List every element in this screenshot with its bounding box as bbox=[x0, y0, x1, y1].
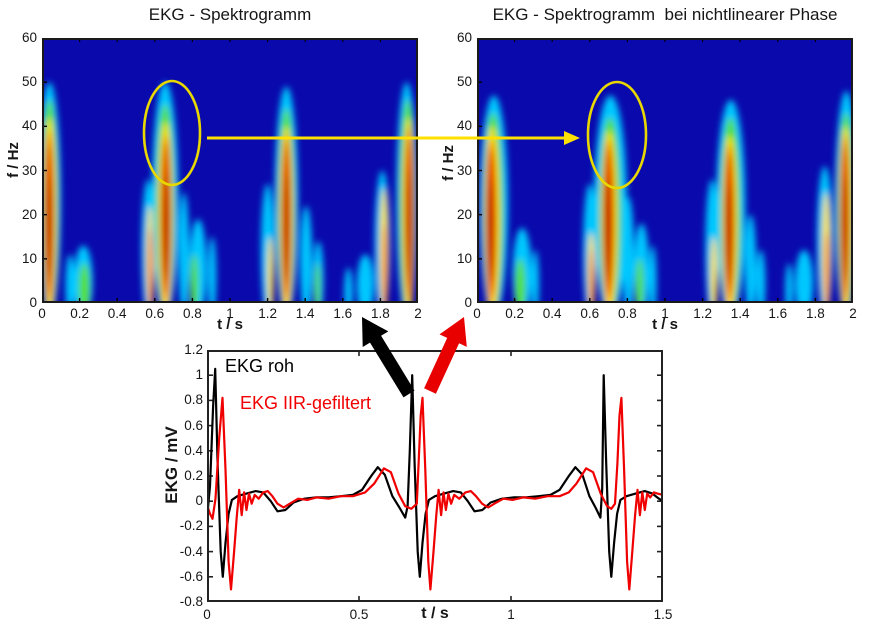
spectrogram-left-title: EKG - Spektrogramm bbox=[148, 5, 312, 24]
y-tick-label: 0.6 bbox=[184, 417, 203, 433]
y-tick-label: 60 bbox=[21, 30, 37, 45]
x-tick-label: 1.8 bbox=[371, 306, 390, 321]
y-tick-label: 0.8 bbox=[184, 392, 203, 408]
x-tick-label: 2 bbox=[414, 306, 422, 321]
x-tick-label: 1 bbox=[226, 306, 234, 321]
x-tick-label: 0.5 bbox=[349, 607, 369, 622]
x-tick-label: 0.6 bbox=[145, 306, 165, 321]
x-tick-label: 0 bbox=[38, 306, 46, 321]
spectrogram-right-title: EKG - Spektrogramm bei nichtlinearer Pha… bbox=[492, 5, 838, 24]
x-tick-label: 0.8 bbox=[183, 306, 202, 321]
y-tick-label: 40 bbox=[456, 118, 472, 134]
y-tick-label: 0.2 bbox=[184, 468, 203, 483]
y-tick-label: 0 bbox=[195, 493, 203, 509]
y-tick-label: 40 bbox=[21, 118, 37, 134]
ecg-xlabel: t / s bbox=[421, 605, 449, 622]
x-tick-label: 2 bbox=[849, 306, 857, 321]
y-tick-label: 10 bbox=[456, 250, 472, 266]
x-tick-label: 0.6 bbox=[580, 306, 600, 321]
spectrogram-left-plot bbox=[42, 38, 418, 303]
x-tick-label: 1 bbox=[661, 306, 669, 321]
y-tick-label: -0.8 bbox=[179, 594, 203, 609]
x-tick-label: 1.8 bbox=[806, 306, 825, 321]
x-tick-label: 0.2 bbox=[70, 306, 89, 321]
x-tick-label: 1.5 bbox=[653, 607, 673, 622]
x-tick-label: 1.4 bbox=[295, 306, 315, 321]
y-tick-label: 30 bbox=[456, 162, 472, 178]
spectrogram-right-plot bbox=[477, 38, 853, 303]
legend-ekg-roh: EKG roh bbox=[225, 356, 295, 376]
x-tick-label: 1.6 bbox=[333, 306, 353, 321]
x-tick-label: 1.2 bbox=[258, 306, 277, 321]
x-tick-label: 0.8 bbox=[618, 306, 637, 321]
x-tick-label: 1 bbox=[507, 607, 515, 622]
x-tick-label: 0 bbox=[473, 306, 481, 321]
y-tick-label: 50 bbox=[456, 74, 472, 90]
x-tick-label: 0 bbox=[203, 607, 211, 622]
y-tick-label: 50 bbox=[21, 74, 37, 90]
x-tick-label: 0.2 bbox=[505, 306, 524, 321]
x-tick-label: 1.4 bbox=[730, 306, 750, 321]
y-tick-label: -0.2 bbox=[179, 518, 203, 534]
x-tick-label: 0.4 bbox=[107, 306, 127, 321]
legend-ekg-iir-gefiltert: EKG IIR-gefiltert bbox=[240, 393, 372, 413]
spectrogram-left-xlabel: t / s bbox=[217, 316, 243, 333]
y-tick-label: 0.4 bbox=[184, 442, 203, 458]
y-tick-label: 0 bbox=[464, 295, 472, 310]
y-tick-label: 10 bbox=[21, 250, 37, 266]
spectrogram-right-xlabel: t / s bbox=[652, 316, 678, 333]
y-tick-label: 60 bbox=[456, 30, 472, 45]
x-tick-label: 1.2 bbox=[693, 306, 712, 321]
spectrogram-left-ylabel: f / Hz bbox=[5, 142, 22, 178]
y-tick-label: 0 bbox=[29, 295, 37, 310]
y-tick-label: -0.6 bbox=[179, 568, 203, 584]
y-tick-label: 20 bbox=[456, 206, 472, 222]
y-tick-label: 1 bbox=[195, 367, 203, 383]
x-tick-label: 1.6 bbox=[768, 306, 788, 321]
y-tick-label: -0.4 bbox=[179, 543, 203, 559]
y-tick-label: 30 bbox=[21, 162, 37, 178]
ecg-plot bbox=[207, 350, 663, 602]
y-tick-label: 20 bbox=[21, 206, 37, 222]
y-tick-label: 1.2 bbox=[184, 342, 203, 357]
x-tick-label: 0.4 bbox=[542, 306, 562, 321]
